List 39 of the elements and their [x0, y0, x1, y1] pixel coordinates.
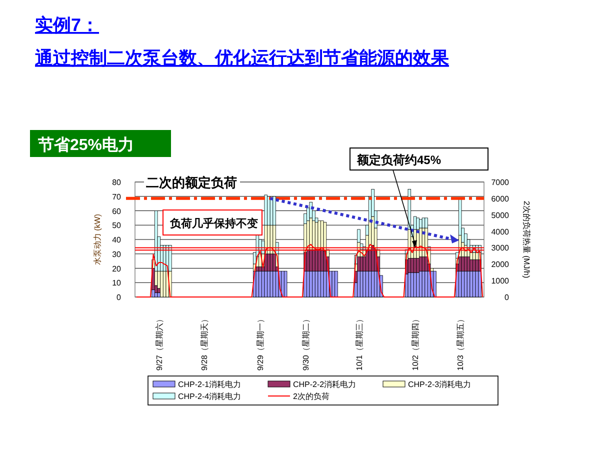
y2-axis-title: 2次的负荷热量 (MJ/h) [522, 200, 531, 278]
y-tick-label: 70 [112, 192, 122, 202]
y-tick-label: 60 [112, 206, 122, 216]
y2-tick-label: 4000 [491, 227, 510, 236]
ref-line-label: 二次的额定负荷 [146, 175, 237, 190]
y2-tick-label: 1000 [491, 276, 510, 286]
y-axis-title: 水泵动力 (kW) [93, 214, 102, 266]
y2-tick-label: 5000 [491, 210, 510, 220]
y-tick-label: 30 [112, 250, 122, 259]
y-tick-label: 0 [116, 293, 122, 302]
annotation: 负荷几乎保持不变 [169, 217, 258, 230]
y-tick-label: 50 [112, 221, 122, 230]
y2-tick-label: 0 [504, 293, 510, 302]
legend-label: CHP-2-3消耗电力 [408, 380, 472, 389]
legend-label: 2次的负荷 [293, 392, 330, 401]
text: 节省25%电力 [37, 136, 134, 154]
y-tick-label: 10 [112, 278, 122, 288]
x-tick-label: 9/30（星期二） [301, 315, 310, 371]
annotation: 额定负荷约45% [356, 153, 442, 167]
chart-subtitle: 通过控制二次泵台数、优化运行达到节省能源的效果 [34, 48, 450, 68]
legend-label: CHP-2-1消耗电力 [178, 380, 242, 389]
x-tick-label: 10/1（星期三） [354, 315, 364, 371]
x-tick-label: 10/3（星期五） [456, 315, 466, 371]
legend-label: CHP-2-2消耗电力 [293, 380, 356, 389]
y2-tick-label: 6000 [491, 194, 510, 204]
x-tick-label: 10/2（星期四） [411, 315, 420, 371]
y2-tick-label: 2000 [491, 260, 510, 270]
y-tick-label: 80 [112, 178, 122, 187]
y-tick-label: 40 [112, 236, 122, 244]
bar [332, 270, 336, 298]
x-tick-label: 9/28（星期天） [200, 315, 209, 371]
legend-label: CHP-2-4消耗电力 [178, 392, 242, 401]
bar [258, 270, 262, 298]
x-tick-label: 9/27（星期六） [154, 315, 164, 371]
y-tick-label: 20 [112, 264, 122, 274]
y2-tick-label: 3000 [491, 244, 510, 253]
chart-title: 实例7： [35, 15, 100, 35]
y2-tick-label: 7000 [491, 178, 510, 187]
x-tick-label: 9/29（星期一） [256, 315, 266, 371]
